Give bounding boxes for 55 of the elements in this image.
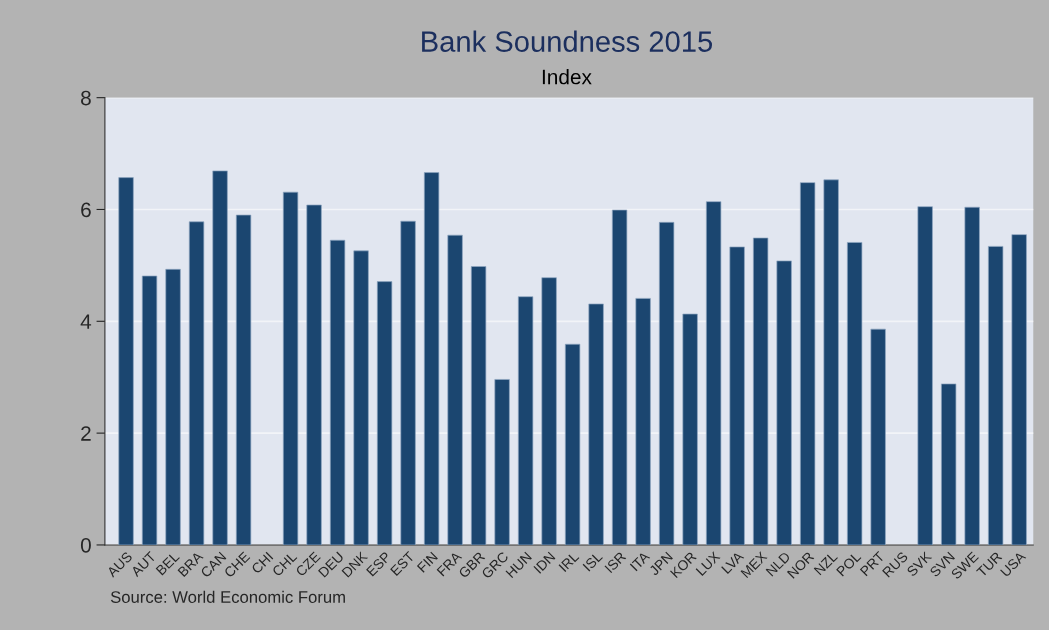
bar [329,239,346,545]
y-tick-label: 4 [80,314,92,329]
x-tick-label: FIN [416,551,438,573]
x-tick-label: ISL [582,551,603,572]
bar [823,179,839,545]
bar [541,277,557,545]
chart-subtitle: Index [542,69,592,85]
bar [212,170,228,545]
bar [400,220,416,545]
y-tick-label: 6 [81,202,91,218]
bar [564,343,581,545]
bar [118,177,134,545]
bar [306,204,322,545]
bar [800,182,816,545]
bar [682,313,698,545]
source-note: Source: World Economic Forum [110,590,345,603]
bar [447,234,463,545]
bar [165,268,181,545]
bar [611,209,628,545]
bar [353,250,369,545]
bar [658,221,675,545]
bar [517,296,534,545]
bar [588,303,604,545]
bar [753,237,769,545]
y-tick-label: 0 [80,537,91,553]
x-tick-label: IRL [558,551,580,572]
bar [964,206,980,545]
x-tick-label: ISR [604,551,627,574]
x-tick-label: IDN [533,551,556,574]
y-tick-label: 2 [81,426,91,441]
bar [776,260,792,545]
bar [988,246,1004,545]
bar [1011,234,1027,545]
bar [917,206,933,545]
bar [729,246,745,545]
bar [235,214,252,545]
bar [847,242,863,545]
bar [376,281,393,545]
chart-title: Bank Soundness 2015 [422,30,713,52]
bar [188,221,205,545]
bar [494,379,510,545]
y-tick-label: 8 [81,90,91,106]
x-tick-label: POL [836,551,862,577]
x-tick-label: ITA [629,550,651,572]
bar [470,266,487,545]
bar [635,298,651,545]
x-tick-label: NZL [813,551,838,576]
x-tick-label: USA [999,550,1027,578]
x-tick-label: CHI [250,551,274,575]
bar [705,201,722,545]
bar [282,191,299,545]
bar [423,172,440,545]
bar [870,328,886,545]
bar [941,383,957,545]
bar [141,275,158,545]
